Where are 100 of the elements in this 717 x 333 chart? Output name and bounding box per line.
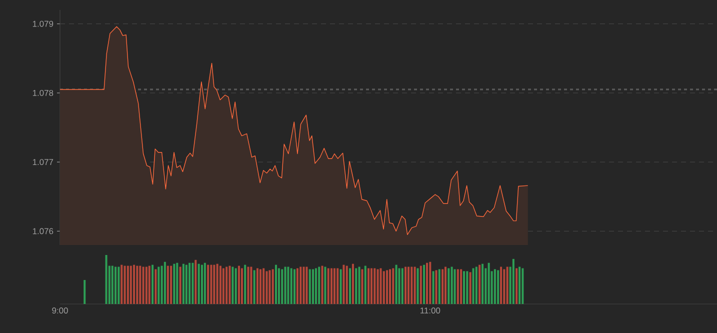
bar — [398, 268, 400, 304]
bar — [497, 270, 500, 304]
bar — [370, 268, 372, 304]
bar — [450, 266, 453, 304]
bar — [130, 266, 132, 304]
bar — [290, 268, 292, 304]
bar — [250, 266, 252, 304]
bar — [349, 268, 352, 304]
bar — [185, 264, 188, 304]
bar — [392, 268, 394, 304]
bar — [302, 266, 305, 304]
bar — [494, 269, 496, 304]
bar — [287, 266, 290, 304]
bar — [466, 271, 468, 304]
bar — [364, 266, 366, 304]
y-tick-label: 1.079 — [32, 20, 54, 27]
bar — [435, 270, 438, 304]
bar — [182, 264, 184, 304]
bar — [333, 268, 336, 304]
bar — [262, 268, 265, 304]
x-tick-label: 11:00 — [420, 308, 440, 314]
bar — [213, 264, 216, 304]
bar — [336, 268, 339, 304]
y-tick-label: 1.077 — [32, 159, 54, 166]
bar — [420, 266, 422, 304]
bar — [438, 269, 440, 304]
bar — [268, 270, 271, 304]
bar — [330, 268, 333, 304]
bar — [361, 269, 364, 304]
bar — [188, 262, 191, 304]
bar — [327, 268, 330, 304]
bar — [503, 269, 506, 304]
bar — [423, 264, 426, 304]
bar — [448, 268, 450, 304]
bar — [105, 255, 108, 304]
bar — [374, 268, 376, 304]
bar — [429, 262, 432, 304]
bar — [321, 266, 324, 304]
bar — [207, 264, 210, 304]
bar — [342, 264, 345, 304]
bar — [355, 268, 358, 304]
bar — [164, 262, 166, 304]
bar — [158, 266, 160, 304]
bar — [506, 266, 508, 304]
bar — [154, 269, 157, 304]
bar — [416, 268, 419, 304]
bar — [222, 268, 224, 304]
bar — [456, 269, 459, 304]
bar — [340, 269, 342, 304]
bar — [404, 266, 407, 304]
bar — [148, 266, 150, 304]
bar — [454, 269, 456, 304]
bar — [247, 266, 250, 304]
bar — [256, 268, 258, 304]
bar — [111, 266, 114, 304]
bar — [426, 262, 428, 304]
bar — [259, 269, 262, 304]
y-tick-label: 1.076 — [32, 228, 54, 234]
bar — [376, 269, 379, 304]
bar — [386, 270, 388, 304]
bar — [240, 268, 243, 304]
bar — [478, 264, 481, 304]
bar — [300, 266, 302, 304]
bar — [133, 264, 136, 304]
bar — [410, 266, 413, 304]
bar — [308, 269, 311, 304]
bar — [198, 264, 200, 304]
bar — [216, 264, 218, 304]
bar — [281, 269, 284, 304]
bar — [192, 262, 194, 304]
bar — [432, 271, 434, 304]
bar — [380, 268, 382, 304]
bar — [226, 266, 228, 304]
bar — [200, 264, 203, 304]
bar — [460, 269, 462, 304]
bar — [475, 266, 478, 304]
bar — [266, 271, 268, 304]
bar — [234, 268, 237, 304]
bar — [173, 264, 176, 304]
y-tick-label: 1.078 — [32, 90, 54, 96]
bar — [124, 266, 126, 304]
bar — [382, 271, 385, 304]
bar — [314, 268, 317, 304]
bar — [518, 266, 521, 304]
bar — [463, 271, 466, 304]
x-tick-label: 9:00 — [52, 308, 68, 314]
bar — [401, 268, 404, 304]
bar — [139, 266, 142, 304]
bar — [228, 266, 231, 304]
bar — [368, 268, 370, 304]
bar — [324, 266, 326, 304]
bar — [219, 266, 222, 304]
bar — [194, 260, 197, 304]
bar — [253, 270, 256, 304]
bar — [358, 266, 360, 304]
bar — [142, 266, 144, 304]
bar — [306, 266, 308, 304]
bar — [395, 264, 398, 304]
bar — [388, 269, 391, 304]
bar — [318, 266, 320, 304]
